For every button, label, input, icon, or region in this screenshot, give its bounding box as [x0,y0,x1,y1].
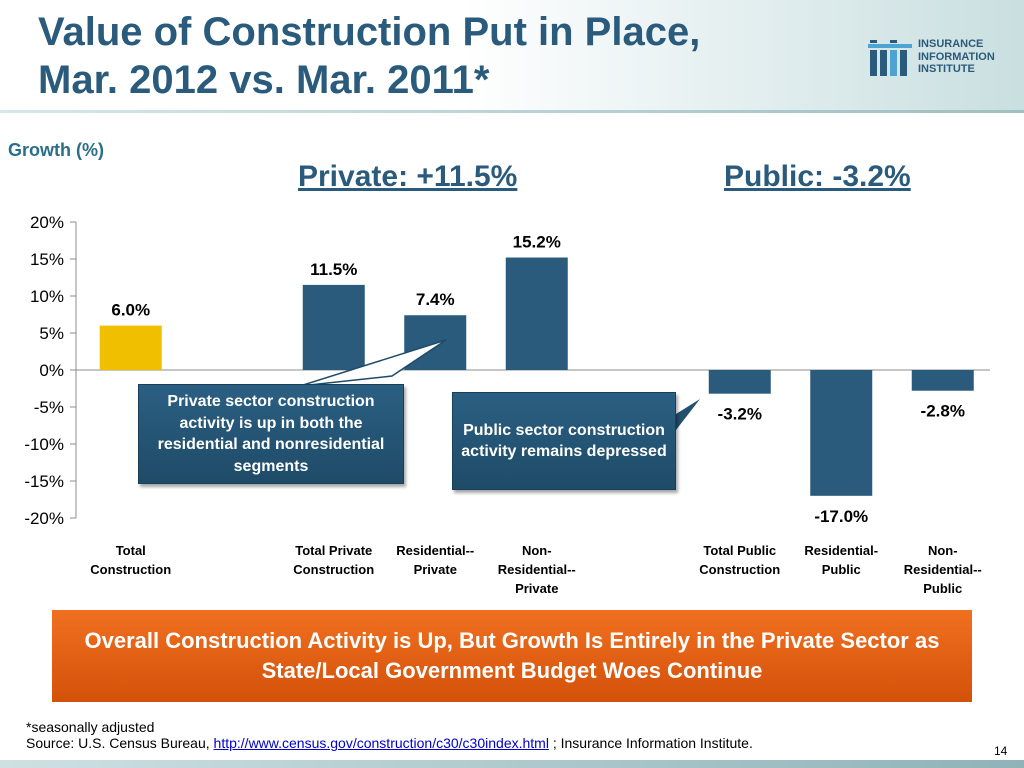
category-label: Total Private [295,543,372,558]
data-label: -3.2% [718,405,762,424]
y-tick-label: -5% [34,398,64,417]
private-callout-pointer [299,339,447,387]
category-label: Non- [522,543,552,558]
y-tick-label: 5% [39,324,64,343]
category-label: Public [923,581,962,596]
category-label: Construction [699,562,780,577]
category-label: Residential-- [396,543,474,558]
page-number: 14 [994,744,1008,758]
category-label: Residential-- [904,562,982,577]
public-growth-headline: Public: -3.2% [724,160,911,193]
iii-logo: INSURANCE INFORMATION INSTITUTE [868,36,1018,84]
iii-logo-icon [868,40,912,76]
category-label: Private [515,581,558,596]
category-label: Construction [293,562,374,577]
logo-line-2: INFORMATION [918,50,995,63]
category-label: Private [414,562,457,577]
category-label: Public [822,562,861,577]
y-tick-label: 10% [30,287,64,306]
logo-wordmark: INSURANCE INFORMATION INSTITUTE [918,38,1018,76]
summary-banner: Overall Construction Activity is Up, But… [52,610,972,702]
footnote-note: *seasonally adjusted [26,719,155,735]
data-label: 6.0% [111,301,150,320]
y-axis-label: Growth (%) [8,140,104,160]
category-label: Total Public [703,543,776,558]
source-link[interactable]: http://www.census.gov/construction/c30/c… [213,735,549,751]
private-sector-callout: Private sector construction activity is … [138,384,404,484]
bar [911,370,974,391]
bar [708,370,771,394]
private-growth-headline: Private: +11.5% [298,160,518,193]
category-label: Residential-- [498,562,576,577]
header-divider [0,110,1024,113]
footnote: *seasonally adjusted Source: U.S. Census… [26,719,753,751]
slide-header [0,0,1024,112]
category-label: Construction [90,562,171,577]
bar [99,325,162,370]
y-tick-label: 15% [30,250,64,269]
category-label: Residential- [804,543,878,558]
public-callout-pointer [676,399,700,430]
data-label: -17.0% [814,507,868,526]
y-tick-label: 20% [30,213,64,232]
source-suffix: ; Insurance Information Institute. [548,735,753,751]
y-tick-label: -10% [24,435,64,454]
data-label: -2.8% [921,402,965,421]
y-tick-label: -15% [24,472,64,491]
bar [810,370,873,496]
source-prefix: Source: U.S. Census Bureau, [26,735,214,751]
page-title: Value of Construction Put in Place, Mar.… [38,8,700,104]
data-label: 11.5% [310,260,357,279]
bar [302,284,365,370]
footer-bar [0,760,1024,768]
category-label: Total [116,543,146,558]
y-tick-label: -20% [24,509,64,528]
category-label: Non- [928,543,958,558]
title-line-1: Value of Construction Put in Place, [38,10,701,54]
data-label: 7.4% [416,290,455,309]
construction-growth-chart: 20% 15% 10% 5% 0% -5% -10% -15% -20% 6.0% Total Con… [24,213,990,596]
logo-line-3: INSTITUTE [918,63,975,75]
bar [505,257,568,370]
source-line: Source: U.S. Census Bureau, http://www.c… [26,735,753,751]
y-tick-label: 0% [39,361,64,380]
data-label: 15.2% [513,233,561,252]
public-sector-callout: Public sector construction activity rema… [452,392,676,490]
title-line-2: Mar. 2012 vs. Mar. 2011* [38,58,490,102]
logo-line-1: INSURANCE [918,38,984,50]
